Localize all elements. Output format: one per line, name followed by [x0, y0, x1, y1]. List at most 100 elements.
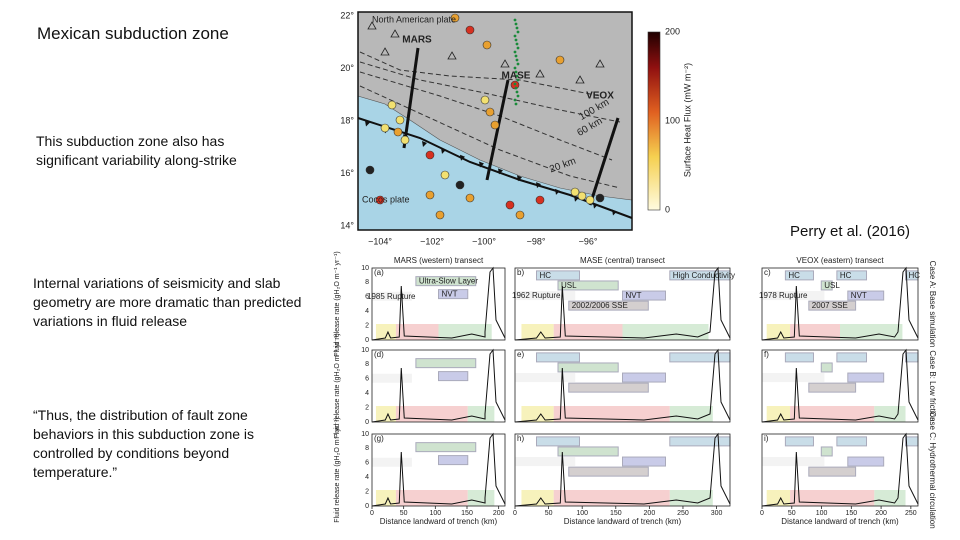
plot-frame — [761, 433, 919, 507]
panel-letter: (a) — [374, 268, 384, 277]
zone-band — [467, 490, 495, 506]
heat-flow-site — [380, 123, 390, 133]
heat-flow-site — [387, 100, 397, 110]
behavior-box — [557, 446, 619, 457]
y-tick-label: 6 — [365, 376, 369, 383]
colorbar-label: Surface Heat Flux (mW m⁻²) — [682, 63, 692, 177]
station — [514, 70, 518, 74]
y-tick-label: 8 — [365, 361, 369, 368]
x-axis-label: Distance landward of trench (km) — [781, 517, 899, 526]
x-tick-label: 50 — [545, 510, 553, 517]
heat-flow-site — [393, 127, 403, 137]
volcano — [390, 29, 400, 38]
y-tick-label: 8 — [365, 445, 369, 452]
behavior-box — [905, 352, 919, 363]
behavior-box — [415, 442, 477, 453]
case-label: Case B: Low friction — [928, 350, 937, 421]
heat-flow-site — [595, 193, 605, 203]
transect-line — [588, 117, 620, 206]
plot-frame — [371, 349, 506, 423]
behavior-box — [372, 457, 412, 467]
zone-band — [375, 324, 396, 340]
colorbar — [647, 31, 661, 211]
behavior-box — [557, 280, 619, 291]
station — [515, 26, 519, 30]
y-axis-label: Fluid release rate (gH₂O m⁻¹ yr⁻¹) — [334, 417, 341, 522]
behavior-box — [836, 352, 868, 363]
behavior-box — [372, 291, 412, 301]
map-label: North American plate — [372, 14, 456, 24]
behavior-box — [784, 436, 814, 447]
box-label: Ultra-Slow Layer — [419, 277, 478, 286]
behavior-box — [438, 289, 469, 300]
behavior-box — [836, 270, 868, 281]
y-tick-label: 6 — [365, 460, 369, 467]
station — [513, 50, 517, 54]
lon-tick: −102° — [420, 236, 444, 246]
station — [515, 74, 519, 78]
behavior-box — [762, 373, 825, 383]
y-tick-label: 4 — [365, 308, 369, 315]
behavior-box — [847, 372, 885, 383]
y-tick-label: 10 — [361, 347, 369, 354]
lat-tick: 18° — [340, 115, 354, 125]
station — [513, 18, 517, 22]
trench-tooth — [612, 209, 617, 216]
heat-flow-site — [577, 191, 587, 201]
fluid-curve — [371, 348, 506, 423]
heat-flow-site — [515, 210, 525, 220]
lat-tick: 20° — [340, 63, 354, 73]
transect-label: MASE — [502, 71, 531, 82]
behavior-box — [568, 300, 649, 311]
heat-flow-site — [485, 107, 495, 117]
fluid-curve — [514, 348, 731, 423]
x-tick-label: 250 — [905, 510, 917, 517]
panel-letter: h) — [517, 434, 524, 443]
trench-tooth — [593, 202, 598, 209]
x-tick-label: 150 — [845, 510, 857, 517]
behavior-box — [820, 362, 833, 373]
heat-flow-site — [365, 165, 375, 175]
station — [514, 102, 518, 106]
heat-flow-site — [455, 180, 465, 190]
transect-line — [485, 79, 510, 181]
volcano — [367, 21, 377, 30]
heat-flow-site — [375, 195, 385, 205]
trench-tooth — [517, 175, 522, 182]
zone-band — [669, 406, 713, 422]
heat-flow-site — [505, 200, 515, 210]
fluid-curve — [371, 432, 506, 507]
behavior-box — [536, 270, 580, 281]
volcano — [595, 59, 605, 68]
volcano — [535, 69, 545, 78]
station — [514, 38, 518, 42]
x-tick-label: 0 — [760, 510, 764, 517]
behavior-box — [808, 382, 857, 393]
station — [513, 34, 517, 38]
station — [513, 98, 517, 102]
behavior-box — [669, 352, 731, 363]
citation: Perry et al. (2016) — [790, 223, 911, 240]
station — [516, 78, 520, 82]
x-tick-label: 100 — [816, 510, 828, 517]
box-label: 2002/2006 SSE — [572, 301, 628, 310]
behavior-box — [557, 362, 619, 373]
station — [513, 66, 517, 70]
fluid-curve — [514, 432, 731, 507]
slide-title: Mexican subduction zone — [37, 24, 229, 43]
fluid-curve — [514, 266, 731, 341]
behavior-box — [784, 352, 814, 363]
box-label: 1978 Rupture — [759, 291, 808, 300]
y-tick-label: 0 — [365, 419, 369, 426]
behavior-box — [438, 371, 469, 382]
box-label: High Conductivity — [673, 271, 735, 280]
plot-frame — [761, 349, 919, 423]
fluid-curve — [371, 266, 506, 341]
heat-flow-site — [465, 193, 475, 203]
station — [515, 42, 519, 46]
zone-band — [874, 490, 906, 506]
colorbar-tick: 0 — [665, 204, 670, 214]
heat-flow-site — [440, 170, 450, 180]
